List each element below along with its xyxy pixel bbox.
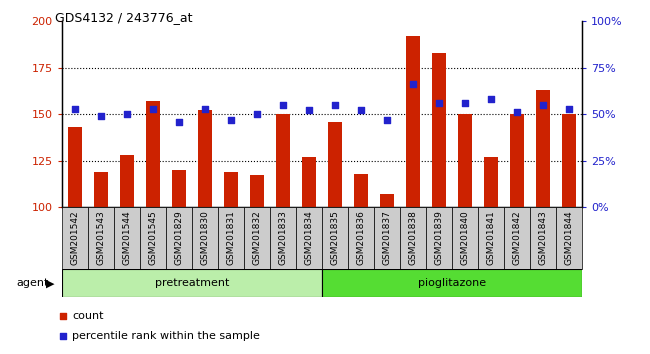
FancyBboxPatch shape — [400, 207, 426, 269]
Point — [122, 111, 132, 117]
FancyBboxPatch shape — [62, 207, 88, 269]
Bar — [328, 122, 342, 207]
FancyBboxPatch shape — [348, 207, 374, 269]
Point — [226, 117, 236, 122]
Point — [434, 100, 444, 106]
Text: GSM201830: GSM201830 — [200, 210, 209, 265]
FancyBboxPatch shape — [62, 269, 322, 297]
Bar — [354, 174, 368, 207]
Text: GSM201840: GSM201840 — [460, 210, 469, 265]
FancyBboxPatch shape — [270, 207, 296, 269]
Text: pioglitazone: pioglitazone — [418, 278, 486, 288]
FancyBboxPatch shape — [166, 207, 192, 269]
Point — [512, 109, 522, 115]
Text: percentile rank within the sample: percentile rank within the sample — [72, 331, 260, 341]
Bar — [536, 90, 550, 207]
Bar — [172, 170, 186, 207]
Text: GSM201836: GSM201836 — [356, 210, 365, 265]
FancyBboxPatch shape — [322, 269, 582, 297]
FancyBboxPatch shape — [504, 207, 530, 269]
Bar — [224, 172, 238, 207]
Bar — [432, 53, 446, 207]
FancyBboxPatch shape — [192, 207, 218, 269]
Point — [96, 113, 106, 119]
FancyBboxPatch shape — [218, 207, 244, 269]
FancyBboxPatch shape — [114, 207, 140, 269]
Point — [70, 106, 80, 112]
Bar — [484, 157, 498, 207]
Text: GSM201833: GSM201833 — [278, 210, 287, 265]
Text: GSM201837: GSM201837 — [382, 210, 391, 265]
Point — [278, 102, 288, 108]
Text: GSM201542: GSM201542 — [70, 210, 79, 265]
FancyBboxPatch shape — [452, 207, 478, 269]
Point — [330, 102, 340, 108]
Point — [174, 119, 184, 125]
FancyBboxPatch shape — [88, 207, 114, 269]
Bar — [120, 155, 134, 207]
Point — [486, 96, 496, 102]
Point — [252, 111, 262, 117]
FancyBboxPatch shape — [530, 207, 556, 269]
Text: GSM201835: GSM201835 — [330, 210, 339, 265]
FancyBboxPatch shape — [322, 207, 348, 269]
Bar — [94, 172, 108, 207]
Bar — [198, 110, 212, 207]
Point — [58, 314, 68, 319]
Bar — [250, 176, 264, 207]
Text: agent: agent — [16, 278, 49, 288]
Bar — [562, 114, 576, 207]
FancyBboxPatch shape — [374, 207, 400, 269]
Text: GSM201841: GSM201841 — [486, 210, 495, 265]
Point — [304, 108, 314, 113]
Text: GSM201838: GSM201838 — [408, 210, 417, 265]
Bar — [146, 101, 160, 207]
Text: GSM201844: GSM201844 — [564, 210, 573, 265]
Text: GSM201829: GSM201829 — [174, 210, 183, 265]
Bar — [276, 114, 290, 207]
Text: GSM201831: GSM201831 — [226, 210, 235, 265]
Text: GSM201834: GSM201834 — [304, 210, 313, 265]
Point — [58, 333, 68, 339]
Text: GSM201843: GSM201843 — [538, 210, 547, 265]
Text: GSM201842: GSM201842 — [512, 210, 521, 265]
Point — [200, 106, 210, 112]
Text: GSM201543: GSM201543 — [96, 210, 105, 265]
Point — [538, 102, 548, 108]
Bar — [406, 36, 420, 207]
FancyBboxPatch shape — [426, 207, 452, 269]
Point — [356, 108, 366, 113]
Point — [148, 106, 158, 112]
Text: ▶: ▶ — [46, 278, 54, 288]
FancyBboxPatch shape — [478, 207, 504, 269]
Point — [408, 81, 418, 87]
Bar — [380, 194, 394, 207]
Text: GSM201839: GSM201839 — [434, 210, 443, 265]
Text: pretreatment: pretreatment — [155, 278, 229, 288]
Point — [564, 106, 574, 112]
Point — [460, 100, 470, 106]
FancyBboxPatch shape — [296, 207, 322, 269]
Bar — [302, 157, 316, 207]
FancyBboxPatch shape — [556, 207, 582, 269]
Text: count: count — [72, 311, 103, 321]
Bar — [510, 114, 524, 207]
FancyBboxPatch shape — [244, 207, 270, 269]
FancyBboxPatch shape — [140, 207, 166, 269]
Text: GSM201832: GSM201832 — [252, 210, 261, 265]
Text: GDS4132 / 243776_at: GDS4132 / 243776_at — [55, 11, 193, 24]
Text: GSM201544: GSM201544 — [122, 210, 131, 265]
Bar — [68, 127, 82, 207]
Point — [382, 117, 392, 122]
Bar — [458, 114, 472, 207]
Text: GSM201545: GSM201545 — [148, 210, 157, 265]
